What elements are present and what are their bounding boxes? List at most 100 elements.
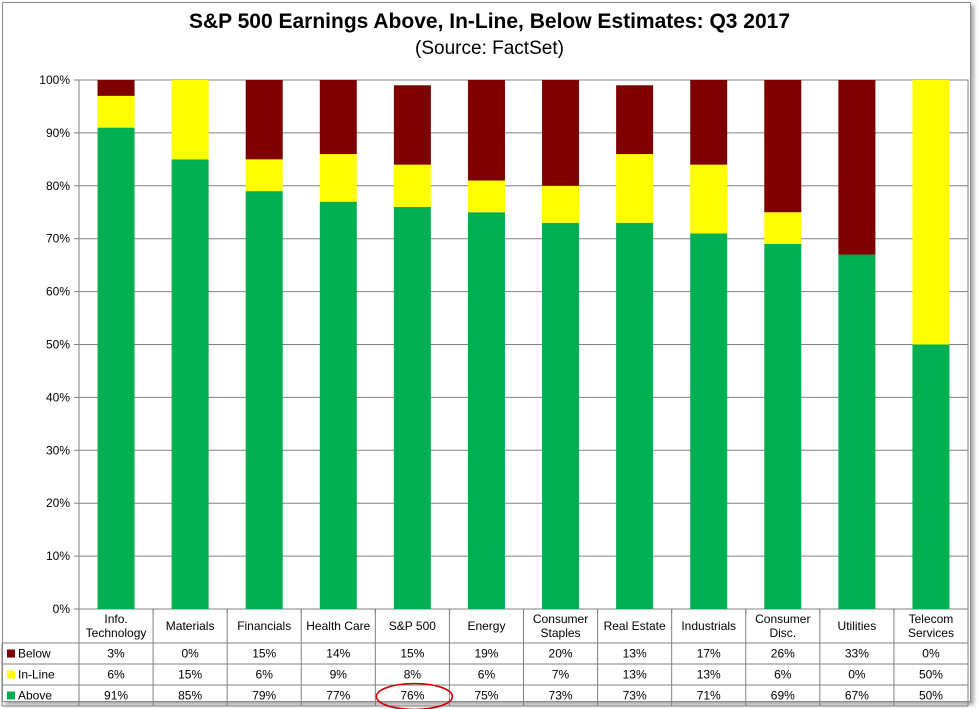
data-label-above: 73% [623,689,647,703]
y-tick-label: 50% [46,338,70,352]
bar-above-materials [171,159,209,609]
bar-series [97,80,950,610]
category-label-telecom-services: Telecom [909,612,954,626]
data-label-in-line: 13% [697,668,721,682]
data-label-above: 50% [919,689,943,703]
category-label-materials: Materials [166,619,215,633]
category-label-consumer-staples: Staples [541,626,581,640]
y-tick-label: 0% [53,602,71,616]
data-label-below: 13% [623,647,647,661]
bar-below-info-technology [97,80,135,96]
data-label-above: 79% [252,689,276,703]
y-tick-label: 30% [46,443,70,457]
bar-above-financials [245,191,283,609]
data-label-below: 20% [549,647,573,661]
highlight-circle [375,682,454,709]
data-label-in-line: 6% [478,668,496,682]
grid-lines [78,79,969,610]
category-label-financials: Financials [237,619,291,633]
legend-key-below [7,649,15,658]
data-label-above: 71% [697,689,721,703]
bar-below-consumer-staples [542,80,580,186]
bar-in-line-health-care [319,154,357,202]
bar-below-utilities [838,80,876,255]
bar-in-line-real-estate [616,154,654,223]
bar-above-telecom-services [912,344,950,609]
data-label-below: 14% [326,647,350,661]
category-label-consumer-disc: Disc. [769,626,796,640]
bar-above-utilities [838,254,876,609]
data-label-above: 91% [104,689,128,703]
legend-label-in-line: In-Line [18,668,55,682]
data-label-above: 85% [178,689,202,703]
bar-in-line-materials [171,80,209,160]
data-label-below: 26% [771,647,795,661]
y-tick-label: 60% [46,285,70,299]
bar-above-s-p-500 [393,206,431,609]
data-label-below: 15% [252,647,276,661]
category-label-industrials: Industrials [681,619,736,633]
data-label-in-line: 7% [552,668,570,682]
data-label-above: 77% [326,689,350,703]
data-label-in-line: 13% [623,668,647,682]
bar-below-real-estate [616,85,654,155]
category-label-energy: Energy [467,619,505,633]
bar-in-line-financials [245,159,283,192]
chart-title: S&P 500 Earnings Above, In-Line, Below E… [188,10,791,33]
bar-in-line-s-p-500 [393,164,431,207]
category-label-consumer-disc: Consumer [755,612,810,626]
data-label-in-line: 6% [774,668,792,682]
bar-in-line-info-technology [97,95,135,128]
data-label-above: 67% [845,689,869,703]
bar-above-real-estate [616,222,654,609]
bar-above-industrials [690,233,728,609]
data-label-in-line: 6% [256,668,274,682]
y-tick-label: 10% [46,549,70,563]
category-label-utilities: Utilities [838,619,877,633]
bar-below-health-care [319,80,357,155]
data-label-below: 33% [845,647,869,661]
bar-below-consumer-disc [764,80,802,213]
bar-above-energy [467,212,505,609]
bar-below-energy [467,80,505,181]
data-table: Info.Technology Materials Financials Health… [1,609,969,709]
y-tick-label: 40% [46,390,70,404]
data-label-below: 3% [107,647,125,661]
data-label-below: 17% [697,647,721,661]
category-label-real-estate: Real Estate [604,619,666,633]
y-tick-label: 100% [39,73,70,87]
data-label-below: 15% [400,647,424,661]
data-label-in-line: 15% [178,668,202,682]
data-label-in-line: 9% [330,668,348,682]
bar-in-line-energy [467,180,505,213]
legend-label-below: Below [18,647,51,661]
bar-above-consumer-staples [542,222,580,609]
data-label-above: 73% [549,689,573,703]
category-label-consumer-staples: Consumer [533,612,588,626]
data-label-in-line: 50% [919,668,943,682]
bar-below-financials [245,80,283,160]
data-label-in-line: 0% [848,668,866,682]
bar-below-s-p-500 [393,85,431,165]
bar-in-line-industrials [690,164,728,234]
category-label-info-technology: Technology [86,626,147,640]
bar-below-industrials [690,80,728,165]
bar-above-health-care [319,201,357,610]
data-label-below: 0% [181,647,199,661]
data-label-above: 76% [400,689,424,703]
chart-subtitle: (Source: FactSet) [415,38,564,59]
y-tick-label: 70% [46,232,70,246]
data-label-above: 69% [771,689,795,703]
legend-key-above [7,691,15,700]
bar-in-line-consumer-disc [764,212,802,244]
category-label-health-care: Health Care [306,619,370,633]
bar-above-consumer-disc [764,243,802,610]
category-label-telecom-services: Services [908,626,954,640]
data-label-below: 0% [922,647,940,661]
y-tick-label: 90% [46,126,70,140]
data-label-in-line: 6% [107,668,125,682]
category-label-info-technology: Info. [104,612,127,626]
legend-key-in-line [7,670,15,679]
legend-label-above: Above [18,689,52,703]
